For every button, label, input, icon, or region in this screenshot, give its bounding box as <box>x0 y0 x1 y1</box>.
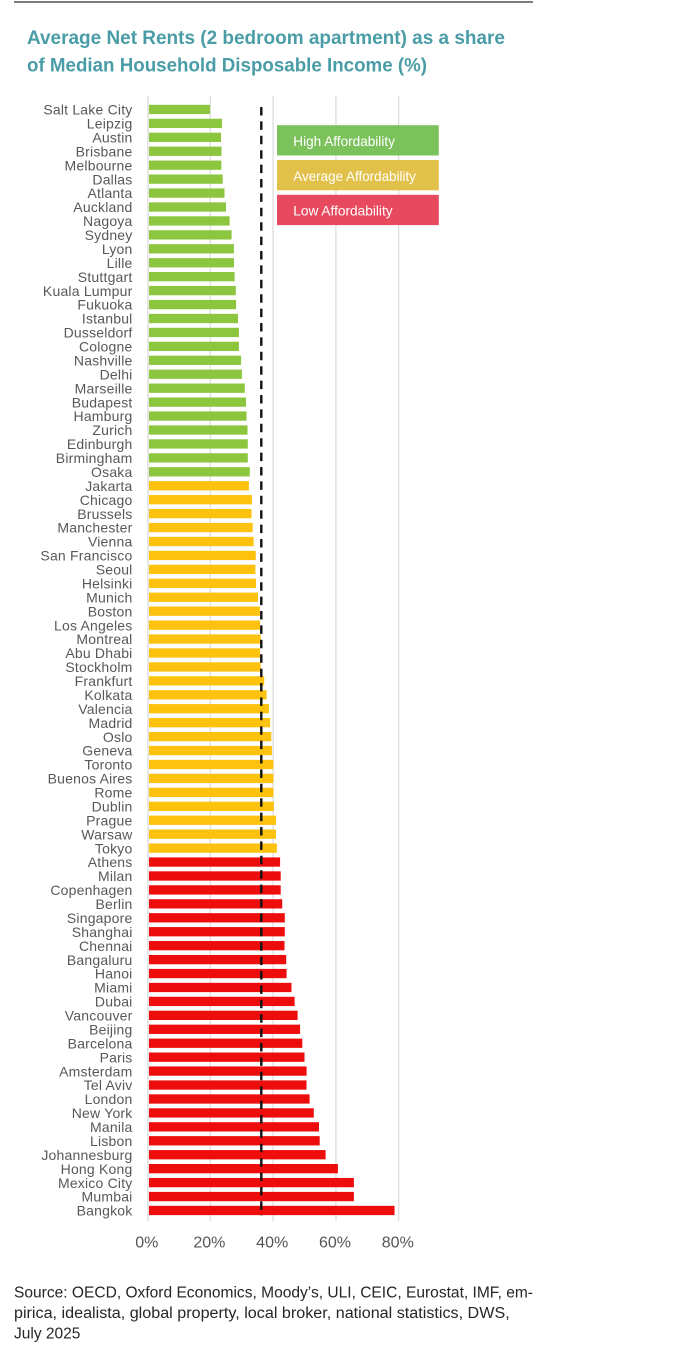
svg-text:Nashville: Nashville <box>74 352 133 368</box>
svg-text:Melbourne: Melbourne <box>65 157 133 173</box>
svg-text:Shanghai: Shanghai <box>72 924 133 940</box>
svg-text:July 2025: July 2025 <box>14 1325 80 1342</box>
svg-text:of Median Household Disposable: of Median Household Disposable Income (%… <box>27 56 427 77</box>
svg-text:Singapore: Singapore <box>67 910 133 926</box>
svg-text:Valencia: Valencia <box>78 701 132 717</box>
svg-text:Buenos Aires: Buenos Aires <box>48 771 133 787</box>
svg-text:Sydney: Sydney <box>85 227 133 243</box>
svg-text:Bangkok: Bangkok <box>77 1203 134 1219</box>
svg-text:Geneva: Geneva <box>82 743 132 759</box>
svg-text:Vienna: Vienna <box>88 534 133 550</box>
svg-text:Lille: Lille <box>107 255 133 271</box>
svg-text:Budapest: Budapest <box>72 394 133 410</box>
svg-text:Vancouver: Vancouver <box>65 1008 133 1024</box>
svg-text:Istanbul: Istanbul <box>82 311 133 327</box>
svg-text:Chicago: Chicago <box>80 492 133 508</box>
svg-text:Dusseldorf: Dusseldorf <box>64 325 133 341</box>
svg-text:Salt Lake City: Salt Lake City <box>43 102 132 118</box>
svg-text:Boston: Boston <box>88 603 133 619</box>
svg-text:Delhi: Delhi <box>100 366 133 382</box>
svg-text:Brussels: Brussels <box>77 506 132 522</box>
svg-text:Bangaluru: Bangaluru <box>67 952 133 968</box>
svg-text:Leipzig: Leipzig <box>87 116 133 132</box>
svg-text:Stockholm: Stockholm <box>65 659 132 675</box>
svg-text:0%: 0% <box>135 1235 158 1252</box>
svg-text:Auckland: Auckland <box>73 199 132 215</box>
svg-text:Hong Kong: Hong Kong <box>61 1161 133 1177</box>
svg-text:Tel Aviv: Tel Aviv <box>84 1077 133 1093</box>
svg-text:Low Affordability: Low Affordability <box>293 203 392 219</box>
svg-text:Manila: Manila <box>90 1119 132 1135</box>
svg-text:40%: 40% <box>256 1235 288 1252</box>
svg-text:Warsaw: Warsaw <box>81 826 133 842</box>
svg-text:Toronto: Toronto <box>84 757 132 773</box>
svg-text:Stuttgart: Stuttgart <box>78 269 133 285</box>
svg-text:Milan: Milan <box>98 868 132 884</box>
svg-text:Cologne: Cologne <box>79 339 133 355</box>
svg-text:Chennai: Chennai <box>79 938 133 954</box>
svg-text:Dublin: Dublin <box>92 798 133 814</box>
svg-text:Source: OECD, Oxford Economics: Source: OECD, Oxford Economics, Moody’s,… <box>14 1284 533 1301</box>
svg-text:Johannesburg: Johannesburg <box>41 1147 132 1163</box>
svg-text:Marseille: Marseille <box>75 380 133 396</box>
svg-text:Prague: Prague <box>86 812 132 828</box>
svg-text:Hamburg: Hamburg <box>74 408 133 424</box>
svg-text:Lisbon: Lisbon <box>90 1133 132 1149</box>
svg-text:New York: New York <box>72 1105 134 1121</box>
svg-text:Athens: Athens <box>88 854 133 870</box>
svg-text:Berlin: Berlin <box>96 896 133 912</box>
svg-text:Frankfurt: Frankfurt <box>75 673 133 689</box>
svg-text:20%: 20% <box>193 1235 225 1252</box>
svg-text:London: London <box>85 1091 133 1107</box>
svg-text:Mexico City: Mexico City <box>58 1175 133 1191</box>
svg-text:Dubai: Dubai <box>95 994 133 1010</box>
svg-text:Los Angeles: Los Angeles <box>54 617 132 633</box>
svg-text:Austin: Austin <box>92 129 132 145</box>
svg-text:Oslo: Oslo <box>103 729 133 745</box>
svg-text:Nagoya: Nagoya <box>83 213 132 229</box>
svg-text:San Francisco: San Francisco <box>40 548 132 564</box>
svg-text:60%: 60% <box>319 1235 351 1252</box>
svg-text:Lyon: Lyon <box>102 241 133 257</box>
svg-text:Manchester: Manchester <box>57 520 132 536</box>
svg-text:Paris: Paris <box>100 1049 133 1065</box>
svg-text:Miami: Miami <box>94 980 132 996</box>
svg-text:High Affordability: High Affordability <box>293 133 395 149</box>
svg-text:Kuala Lumpur: Kuala Lumpur <box>43 283 133 299</box>
svg-text:Jakarta: Jakarta <box>85 478 132 494</box>
svg-text:Atlanta: Atlanta <box>88 185 133 201</box>
svg-text:Tokyo: Tokyo <box>95 840 133 856</box>
svg-text:Fukuoka: Fukuoka <box>77 297 132 313</box>
svg-text:Copenhagen: Copenhagen <box>50 882 132 898</box>
svg-text:Rome: Rome <box>94 785 132 801</box>
svg-text:Average Net Rents (2 bedroom a: Average Net Rents (2 bedroom apartment) … <box>27 28 505 49</box>
svg-text:pirica, idealista, global prop: pirica, idealista, global property, loca… <box>14 1305 510 1322</box>
svg-text:Barcelona: Barcelona <box>68 1035 133 1051</box>
svg-text:80%: 80% <box>382 1235 414 1252</box>
svg-text:Montreal: Montreal <box>76 631 132 647</box>
svg-text:Amsterdam: Amsterdam <box>59 1063 132 1079</box>
svg-text:Helsinki: Helsinki <box>82 575 133 591</box>
svg-text:Hanoi: Hanoi <box>95 966 133 982</box>
svg-text:Kolkata: Kolkata <box>84 687 132 703</box>
svg-text:Abu Dhabi: Abu Dhabi <box>65 645 132 661</box>
svg-text:Munich: Munich <box>86 589 132 605</box>
svg-text:Osaka: Osaka <box>91 464 132 480</box>
svg-text:Beijing: Beijing <box>89 1021 132 1037</box>
svg-text:Birmingham: Birmingham <box>56 450 133 466</box>
svg-text:Brisbane: Brisbane <box>76 143 133 159</box>
svg-text:Dallas: Dallas <box>92 171 132 187</box>
svg-text:Edinburgh: Edinburgh <box>67 436 133 452</box>
svg-text:Mumbai: Mumbai <box>82 1189 133 1205</box>
svg-text:Average Affordability: Average Affordability <box>293 168 416 184</box>
svg-text:Zurich: Zurich <box>92 422 132 438</box>
svg-text:Madrid: Madrid <box>89 715 133 731</box>
svg-text:Seoul: Seoul <box>96 562 133 578</box>
